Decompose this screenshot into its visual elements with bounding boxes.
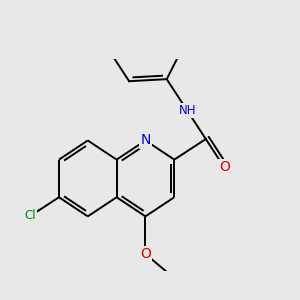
- Text: N: N: [140, 134, 151, 148]
- Text: NH: NH: [178, 104, 196, 117]
- Text: O: O: [140, 247, 151, 261]
- Text: O: O: [219, 160, 230, 174]
- Text: Cl: Cl: [25, 209, 36, 222]
